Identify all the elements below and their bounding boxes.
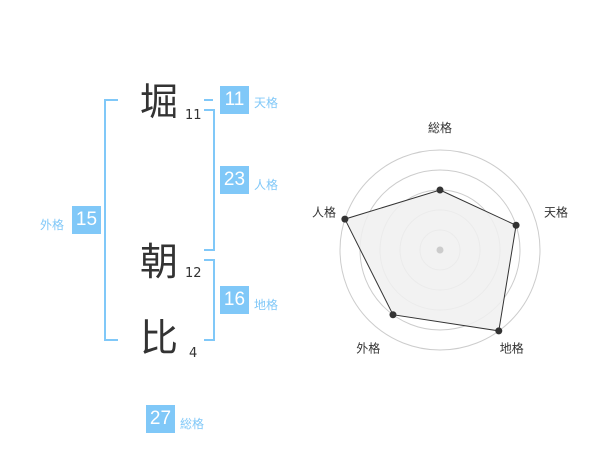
radar-area xyxy=(344,189,517,332)
name-char-2: 朝 xyxy=(140,240,179,284)
gaikaku-bracket xyxy=(104,99,118,341)
tenkaku-value: 11 xyxy=(220,86,249,114)
radar-axis-label: 天格 xyxy=(544,204,568,219)
stroke-count-3: 4 xyxy=(189,346,198,361)
name-char-3: 比 xyxy=(140,316,179,360)
chikaku-label: 地格 xyxy=(254,298,279,312)
chikaku-value: 16 xyxy=(220,286,249,314)
stroke-count-1: 11 xyxy=(185,108,202,123)
radar-point-2 xyxy=(495,327,503,335)
radar-axis-label: 総格 xyxy=(428,120,452,135)
stroke-count-2: 12 xyxy=(185,266,202,281)
radar-axis-label: 人格 xyxy=(312,204,336,219)
gaikaku-value: 15 xyxy=(72,206,101,234)
chikaku-bracket xyxy=(204,259,215,341)
jinkaku-label: 人格 xyxy=(254,178,279,192)
tenkaku-bracket xyxy=(204,99,213,101)
gaikaku-label: 外格 xyxy=(40,218,65,232)
name-char-1: 堀 xyxy=(140,80,179,124)
radar-point-1 xyxy=(512,221,520,229)
jinkaku-value: 23 xyxy=(220,166,249,194)
jinkaku-bracket xyxy=(204,109,215,251)
radar-axis-label: 外格 xyxy=(356,341,380,356)
radar-point-0 xyxy=(436,186,444,194)
tenkaku-label: 天格 xyxy=(254,96,279,110)
soukaku-label: 総格 xyxy=(180,417,205,431)
radar-ring xyxy=(339,149,541,351)
radar-center xyxy=(436,246,444,254)
soukaku-value: 27 xyxy=(146,405,175,433)
radar-point-3 xyxy=(389,311,397,319)
radar-axis-label: 地格 xyxy=(500,341,524,356)
radar-point-4 xyxy=(341,215,349,223)
